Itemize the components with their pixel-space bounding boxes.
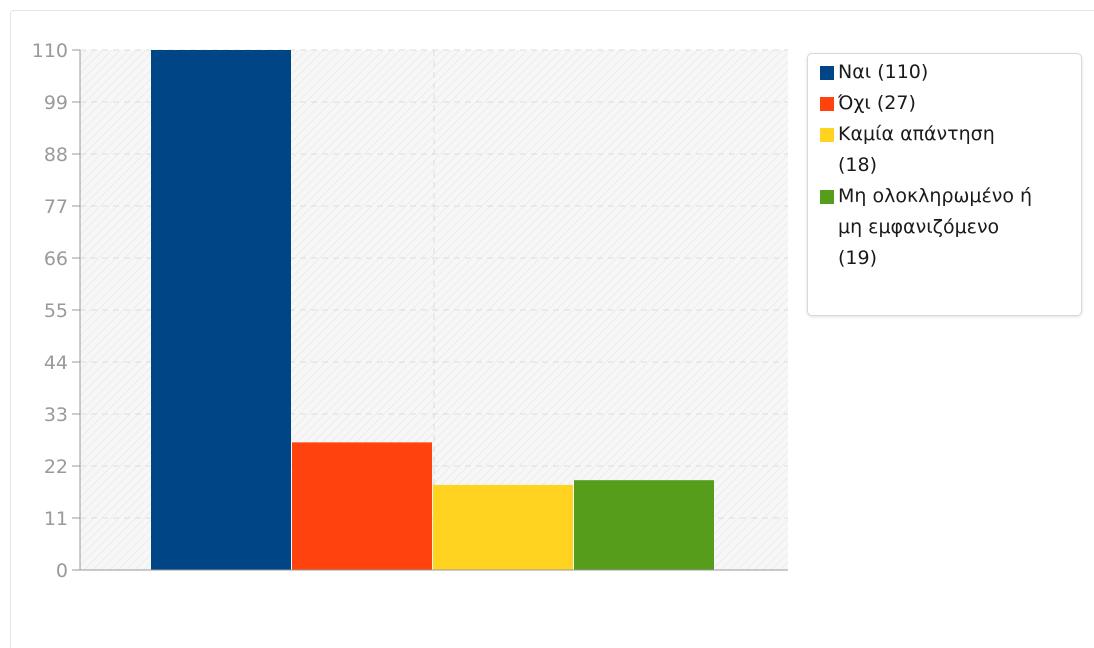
legend-swatch	[820, 128, 834, 142]
bar	[292, 442, 432, 570]
y-tick-label: 22	[44, 456, 68, 478]
legend-swatch	[820, 97, 834, 111]
y-tick-label: 99	[44, 92, 68, 114]
y-tick-label: 88	[44, 144, 68, 166]
y-tick-label: 55	[44, 300, 68, 322]
legend-swatch	[820, 190, 834, 204]
bar	[433, 484, 573, 570]
bar	[151, 50, 291, 570]
legend-label: Όχι (27)	[838, 92, 916, 114]
legend-label: Μη ολοκληρωμένο ή μη εμφανιζόμενο (19)	[838, 185, 1033, 269]
legend-item: Καμία απάντηση (18)	[818, 119, 1081, 181]
legend-label: Καμία απάντηση (18)	[838, 123, 995, 176]
y-tick-label: 11	[44, 508, 68, 530]
bar	[574, 480, 714, 570]
legend-label: Ναι (110)	[838, 61, 929, 83]
legend-swatch	[820, 66, 834, 80]
y-tick-label: 33	[44, 404, 68, 426]
legend-item: Όχι (27)	[818, 88, 1081, 119]
y-tick-label: 66	[44, 248, 68, 270]
legend-item: Μη ολοκληρωμένο ή μη εμφανιζόμενο (19)	[818, 181, 1081, 274]
y-tick-label: 44	[44, 352, 68, 374]
y-tick-label: 110	[32, 40, 68, 62]
legend-item: Ναι (110)	[818, 57, 1081, 88]
chart-legend: Ναι (110) Όχι (27) Καμία απάντηση (18) Μ…	[807, 53, 1082, 316]
y-tick-label: 77	[44, 196, 68, 218]
y-tick-label: 0	[56, 560, 68, 582]
